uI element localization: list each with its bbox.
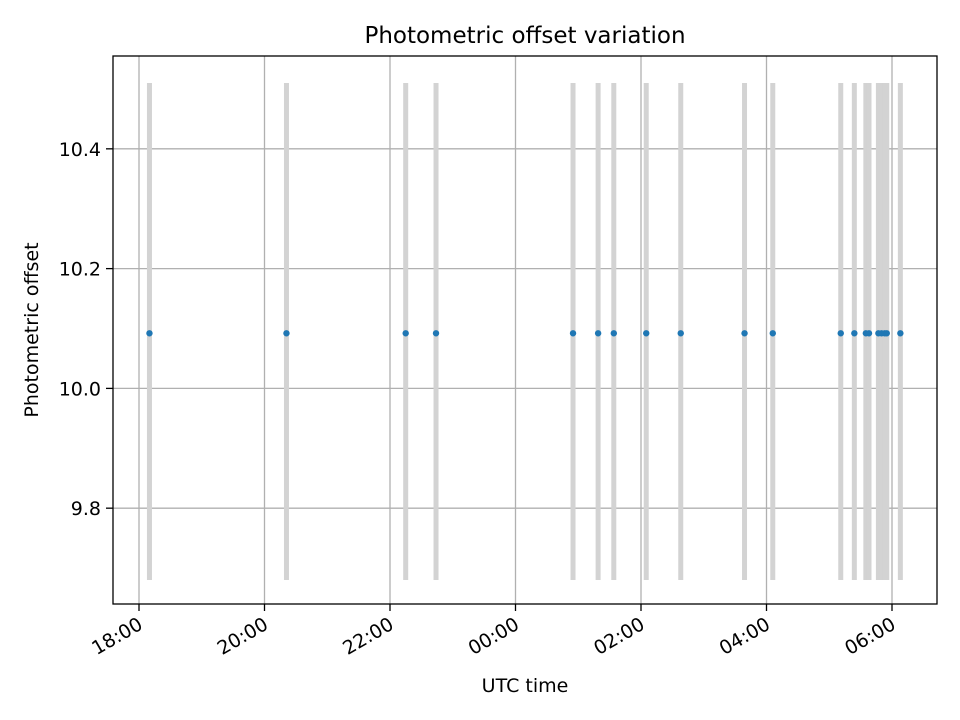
error-bands xyxy=(146,82,903,581)
chart-title: Photometric offset variation xyxy=(364,23,685,49)
x-tick-label: 02:00 xyxy=(590,613,648,659)
plot-frame xyxy=(112,55,938,605)
y-tick-label: 10.2 xyxy=(59,259,101,281)
data-point xyxy=(283,330,290,337)
x-axis-ticks: 18:00 20:00 22:00 00:00 02:00 04:00 06:00 xyxy=(88,604,900,660)
data-point xyxy=(851,330,858,337)
grid-lines xyxy=(113,56,937,604)
data-points xyxy=(146,330,904,337)
y-axis-ticks: 9.8 10.0 10.2 10.4 xyxy=(59,139,113,520)
data-point xyxy=(897,330,904,337)
data-point xyxy=(769,330,776,337)
data-point xyxy=(677,330,684,337)
data-point xyxy=(865,330,873,337)
data-point xyxy=(432,330,440,337)
y-tick-label: 9.8 xyxy=(71,498,101,520)
y-axis-title: Photometric offset xyxy=(21,242,43,417)
x-tick-label: 00:00 xyxy=(465,613,523,659)
data-point xyxy=(610,330,618,337)
x-tick-label: 04:00 xyxy=(716,613,774,659)
x-tick-label: 18:00 xyxy=(88,613,146,659)
x-tick-label: 20:00 xyxy=(214,613,272,659)
data-point xyxy=(643,330,650,337)
y-tick-label: 10.0 xyxy=(59,378,101,400)
x-axis-title: UTC time xyxy=(482,675,569,697)
data-point xyxy=(146,330,153,337)
data-point xyxy=(569,330,577,337)
data-point xyxy=(594,330,602,337)
data-point xyxy=(741,330,748,337)
data-point xyxy=(837,330,844,337)
data-point xyxy=(883,330,890,337)
x-tick-label: 22:00 xyxy=(339,613,397,659)
data-point xyxy=(402,330,409,337)
x-tick-label: 06:00 xyxy=(841,613,899,659)
y-tick-label: 10.4 xyxy=(59,139,101,161)
